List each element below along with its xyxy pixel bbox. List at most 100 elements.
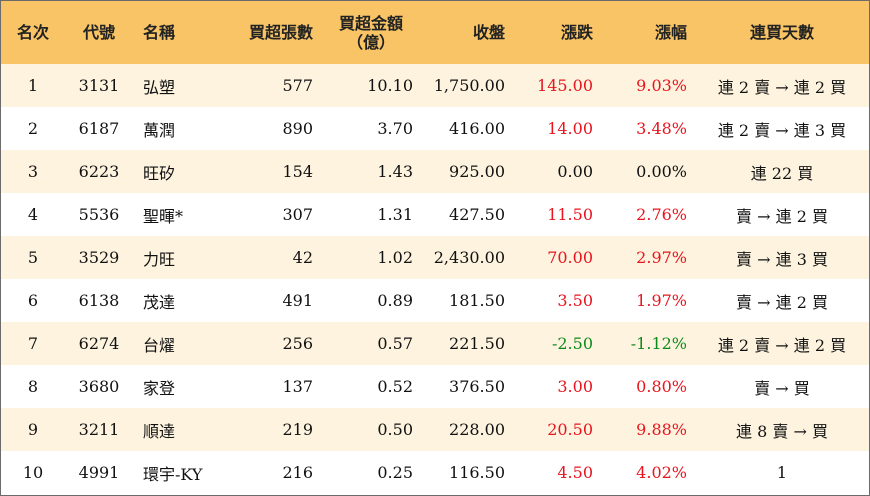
streak-cell: 1 [776,463,788,482]
close-cell: 2,430.00 [433,248,505,267]
lots-cell: 491 [282,291,313,310]
header-streak: 連買天數 [749,23,814,42]
change-cell: 145.00 [537,76,593,95]
streak-cell: 連 2 賣 → 連 3 買 [717,120,847,140]
change-pct-cell: -1.12% [630,334,687,353]
amount-cell: 0.89 [377,291,413,310]
change-cell: 0.00 [557,162,593,181]
table-row: 2 6187 萬潤 890 3.70 416.00 14.00 3.48% 連 … [1,107,869,150]
close-cell: 1,750.00 [433,76,505,95]
code-cell: 6187 [78,119,120,138]
rank-cell: 10 [22,463,44,482]
rank-cell: 6 [27,291,39,310]
rank-cell: 2 [27,119,39,138]
code-cell: 6274 [78,334,120,353]
lots-cell: 42 [292,248,313,267]
name-cell: 弘塑 [143,77,176,97]
name-cell: 力旺 [143,249,176,269]
change-cell: 70.00 [547,248,593,267]
lots-cell: 577 [282,76,313,95]
code-cell: 3131 [78,76,120,95]
table-row: 7 6274 台燿 256 0.57 221.50 -2.50 -1.12% 連… [1,322,869,365]
streak-cell: 連 22 買 [750,163,814,183]
streak-cell: 連 2 賣 → 連 2 買 [717,335,847,355]
code-cell: 6138 [78,291,120,310]
code-cell: 4991 [78,463,120,482]
change-cell: 3.50 [557,291,593,310]
streak-cell: 賣 → 連 2 買 [736,292,828,312]
table-row: 3 6223 旺矽 154 1.43 925.00 0.00 0.00% 連 2… [1,150,869,193]
change-cell: 20.50 [547,420,593,439]
rank-cell: 5 [27,248,39,267]
lots-cell: 154 [282,162,313,181]
streak-cell: 賣 → 連 2 買 [736,206,828,226]
header-net-buy-amount-line2: （億） [346,32,395,52]
header-close: 收盤 [472,23,505,42]
header-net-buy-amount: 買超金額 （億） [321,1,421,64]
amount-cell: 1.43 [377,162,413,181]
header-row: 名次 代號 名稱 買超張數 買超金額 （億） 收盤 漲跌 漲幅 連買天數 [1,1,869,64]
amount-cell: 0.52 [377,377,413,396]
close-cell: 116.50 [449,463,505,482]
change-cell: -2.50 [551,334,593,353]
change-pct-cell: 9.03% [636,76,687,95]
close-cell: 376.50 [449,377,505,396]
lots-cell: 137 [282,377,313,396]
amount-cell: 1.02 [377,248,413,267]
name-cell: 家登 [143,378,176,398]
change-cell: 11.50 [547,205,593,224]
name-cell: 台燿 [143,335,176,355]
lots-cell: 890 [282,119,313,138]
change-pct-cell: 2.97% [636,248,687,267]
change-pct-cell: 0.80% [636,377,687,396]
table-body: 1 3131 弘塑 577 10.10 1,750.00 145.00 9.03… [1,64,869,494]
streak-cell: 連 8 賣 → 買 [736,421,828,441]
table-row: 1 3131 弘塑 577 10.10 1,750.00 145.00 9.03… [1,64,869,107]
amount-cell: 1.31 [377,205,413,224]
header-code: 代號 [82,23,115,42]
code-cell: 5536 [78,205,120,224]
name-cell: 萬潤 [143,120,176,140]
close-cell: 427.50 [449,205,505,224]
rank-cell: 7 [27,334,39,353]
rank-cell: 3 [27,162,39,181]
name-cell: 環宇-KY [143,464,203,484]
change-cell: 3.00 [557,377,593,396]
streak-cell: 賣 → 連 3 買 [736,249,828,269]
lots-cell: 219 [282,420,313,439]
name-cell: 茂達 [143,292,176,312]
change-pct-cell: 3.48% [636,119,687,138]
header-rank: 名次 [16,23,49,42]
header-change: 漲跌 [560,23,593,42]
change-pct-cell: 4.02% [636,463,687,482]
code-cell: 3529 [78,248,120,267]
change-pct-cell: 0.00% [636,162,687,181]
close-cell: 416.00 [449,119,505,138]
amount-cell: 0.57 [377,334,413,353]
amount-cell: 0.25 [377,463,413,482]
header-name: 名稱 [143,23,176,42]
header-net-buy-amount-line1: 買超金額 [338,13,403,33]
rank-cell: 4 [27,205,39,224]
code-cell: 3211 [78,420,120,439]
table-row: 8 3680 家登 137 0.52 376.50 3.00 0.80% 賣 →… [1,365,869,408]
amount-cell: 10.10 [367,76,413,95]
streak-cell: 賣 → 買 [754,378,810,398]
table-row: 6 6138 茂達 491 0.89 181.50 3.50 1.97% 賣 →… [1,279,869,322]
name-cell: 順達 [143,421,176,441]
close-cell: 181.50 [449,291,505,310]
change-cell: 4.50 [557,463,593,482]
amount-cell: 3.70 [377,119,413,138]
code-cell: 3680 [78,377,120,396]
table-row: 4 5536 聖暉* 307 1.31 427.50 11.50 2.76% 賣… [1,193,869,236]
amount-cell: 0.50 [377,420,413,439]
table-row: 9 3211 順達 219 0.50 228.00 20.50 9.88% 連 … [1,408,869,451]
rank-cell: 8 [27,377,39,396]
table-row: 5 3529 力旺 42 1.02 2,430.00 70.00 2.97% 賣… [1,236,869,279]
header-change-pct: 漲幅 [654,23,687,42]
lots-cell: 307 [282,205,313,224]
table-row: 10 4991 環宇-KY 216 0.25 116.50 4.50 4.02%… [1,451,869,494]
rank-cell: 9 [27,420,39,439]
